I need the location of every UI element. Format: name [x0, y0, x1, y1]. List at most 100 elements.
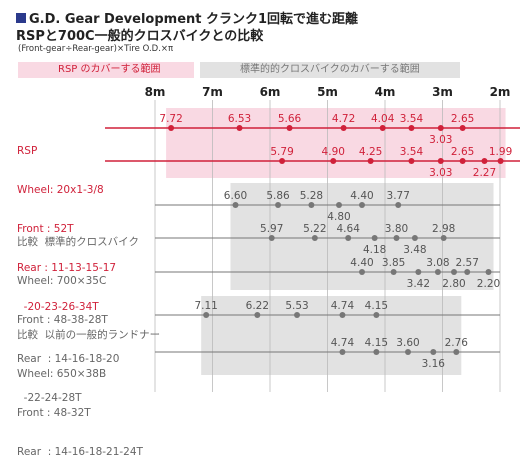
- group-cross-line: Rear : 14-16-18-20: [17, 353, 120, 365]
- data-label: 3.42: [407, 278, 430, 290]
- data-label: 4.15: [365, 337, 388, 349]
- group-cross-line: Wheel: 700×35C: [17, 275, 107, 287]
- data-point: [379, 125, 386, 131]
- data-point: [168, 125, 175, 131]
- group-label-rsp: RSP Wheel: 20x1-3/8 Front : 52T Rear : 1…: [17, 119, 116, 327]
- x-tick-label: 7m: [202, 85, 223, 99]
- data-label: 6.22: [246, 300, 269, 312]
- data-label: 4.40: [350, 257, 373, 269]
- data-point: [437, 158, 444, 164]
- data-point: [279, 158, 286, 164]
- data-point: [373, 349, 380, 355]
- data-label: 5.97: [260, 223, 283, 235]
- data-point: [339, 312, 346, 318]
- data-point: [330, 158, 337, 164]
- x-tick-label: 3m: [432, 85, 453, 99]
- x-tick-label: 6m: [260, 85, 281, 99]
- data-point: [440, 235, 447, 241]
- gear-distance-chart: 8m 7m 6m 5m 4m 3m 2m 7.72 6.53 5.66 4.72 4.04 3.54 3.…: [105, 85, 520, 392]
- data-label: 2.76: [445, 337, 469, 349]
- data-point: [408, 125, 415, 131]
- data-point: [286, 125, 293, 131]
- data-point: [311, 235, 318, 241]
- data-label: 4.80: [327, 211, 350, 223]
- data-label: 7.11: [194, 300, 217, 312]
- data-label: 2.80: [442, 278, 465, 290]
- data-point: [485, 269, 492, 275]
- data-point: [451, 269, 457, 275]
- data-label: 5.53: [285, 300, 308, 312]
- data-label: 3.16: [422, 358, 446, 370]
- data-label: 1.99: [489, 146, 512, 158]
- data-point: [308, 202, 315, 208]
- data-label: 2.98: [432, 223, 455, 235]
- group-rsp-line: RSP: [17, 145, 38, 157]
- group-cross-line: 比較 標準的クロスバイク: [17, 236, 139, 248]
- x-tick-label: 5m: [317, 85, 338, 99]
- data-point: [395, 202, 402, 208]
- data-label: 4.74: [331, 337, 355, 349]
- data-point: [232, 202, 239, 208]
- data-point: [393, 235, 400, 241]
- data-label: 4.15: [365, 300, 388, 312]
- data-label: 3.03: [429, 134, 452, 146]
- data-label: 6.60: [224, 190, 247, 202]
- data-point: [371, 235, 378, 241]
- data-label: 3.54: [400, 113, 424, 125]
- data-point: [430, 349, 437, 355]
- group-cross-line: Front : 48-38-28T: [17, 314, 108, 326]
- data-point: [434, 269, 441, 275]
- data-point: [367, 158, 374, 164]
- group-old-line: 比較 以前の一般的ランドナー: [17, 329, 161, 341]
- data-point: [459, 125, 466, 131]
- data-label: 5.66: [278, 113, 302, 125]
- data-label: 4.74: [331, 300, 355, 312]
- x-tick-label: 2m: [490, 85, 511, 99]
- legend-rsp: RSP のカバーする範囲: [18, 62, 194, 78]
- group-old-line: Front : 48-32T: [17, 407, 91, 419]
- data-label: 3.08: [426, 257, 449, 269]
- data-label: 3.03: [429, 167, 452, 179]
- data-point: [359, 202, 365, 208]
- data-label: 5.28: [300, 190, 323, 202]
- data-point: [254, 312, 261, 318]
- data-label: 4.64: [337, 223, 361, 235]
- data-label: 5.22: [303, 223, 326, 235]
- legend-cross: 標準的的クロスバイクのカバーする範囲: [200, 62, 460, 78]
- data-point: [464, 269, 471, 275]
- data-point: [275, 202, 282, 208]
- group-label-old: 比較 以前の一般的ランドナー Wheel: 650×38B Front : 48…: [17, 303, 160, 472]
- data-point: [497, 158, 504, 164]
- data-point: [336, 202, 342, 208]
- data-point: [236, 125, 243, 131]
- range-band: [201, 296, 462, 375]
- data-label: 7.72: [159, 113, 182, 125]
- data-point: [340, 125, 347, 131]
- range-band: [166, 108, 506, 178]
- data-label: 3.85: [382, 257, 405, 269]
- data-point: [373, 312, 380, 318]
- data-point: [481, 158, 488, 164]
- data-point: [268, 235, 275, 241]
- data-label: 4.18: [363, 244, 386, 256]
- data-label: 2.57: [456, 257, 479, 269]
- data-label: 2.65: [451, 113, 474, 125]
- data-label: 3.80: [385, 223, 408, 235]
- data-label: 3.48: [403, 244, 426, 256]
- data-label: 4.25: [359, 146, 382, 158]
- x-tick-label: 4m: [375, 85, 396, 99]
- group-rsp-line: Rear : 11-13-15-17: [17, 262, 117, 274]
- data-label: 4.90: [322, 146, 345, 158]
- chart-title-text: G.D. Gear Development クランク1回転で進む距離: [29, 12, 359, 27]
- group-cross-line: -22-24-28T: [17, 392, 82, 404]
- data-point: [411, 235, 418, 241]
- data-point: [294, 312, 301, 318]
- data-point: [203, 312, 210, 318]
- data-label: 2.65: [451, 146, 474, 158]
- group-rsp-line: Front : 52T: [17, 223, 74, 235]
- title-square-icon: [16, 13, 26, 23]
- data-label: 2.27: [473, 167, 496, 179]
- data-point: [453, 349, 460, 355]
- data-label: 6.53: [228, 113, 251, 125]
- data-point: [339, 349, 346, 355]
